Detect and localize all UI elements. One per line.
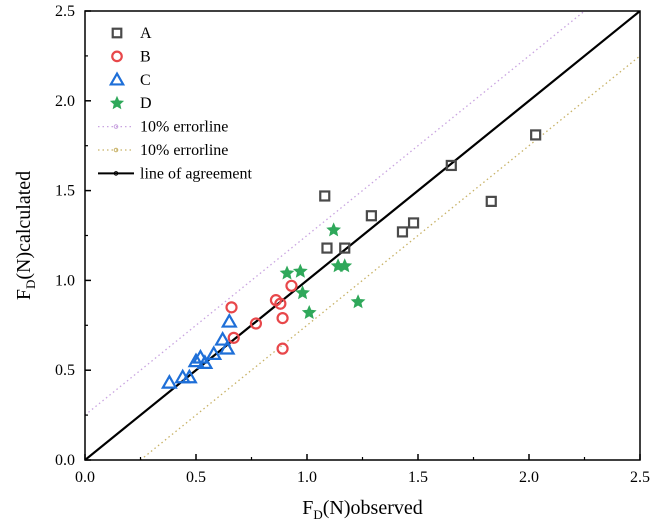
legend-line-dot xyxy=(113,171,119,176)
point-b-2 xyxy=(249,317,263,330)
x-tick-label: 1.5 xyxy=(408,469,428,486)
upper-reference-line xyxy=(85,11,586,416)
x-axis-label-main: F xyxy=(302,497,313,519)
y-axis-label-rest: (N)calculated xyxy=(13,171,35,280)
legend-label-b: B xyxy=(140,48,151,65)
legend-label-upper: 10% errorline xyxy=(140,119,228,136)
point-d-3 xyxy=(301,304,317,320)
point-c-3 xyxy=(187,352,205,368)
x-tick-label: 0.0 xyxy=(75,469,95,486)
y-tick-label: 1.0 xyxy=(55,272,75,289)
y-axis-label: FD(N)calculated xyxy=(13,171,38,300)
legend-label-c: C xyxy=(140,72,151,89)
legend-label-a: A xyxy=(140,25,152,42)
legend-label-d: D xyxy=(140,95,152,112)
point-a-2 xyxy=(339,242,351,254)
point-d-6 xyxy=(337,258,353,273)
point-a-0 xyxy=(319,190,331,202)
data-markers xyxy=(160,129,542,389)
point-c-2 xyxy=(180,368,198,384)
y-axis-label-main: F xyxy=(13,289,35,300)
point-b-5 xyxy=(276,312,289,325)
point-c-5 xyxy=(196,354,214,369)
point-c-7 xyxy=(214,330,232,346)
y-tick-label: 2.0 xyxy=(55,93,75,110)
point-a-7 xyxy=(485,195,497,207)
legend-marker-a xyxy=(111,27,123,39)
point-b-7 xyxy=(285,279,298,292)
x-tick-label: 0.5 xyxy=(186,469,206,486)
x-axis-label-rest: (N)observed xyxy=(323,497,423,519)
agreement-reference-line xyxy=(85,11,640,460)
y-axis-label-sub: D xyxy=(23,280,38,289)
legend-marker-b xyxy=(111,50,123,63)
point-c-0 xyxy=(160,374,178,389)
point-d-0 xyxy=(279,265,295,280)
y-tick-label: 0.0 xyxy=(55,452,75,469)
point-a-4 xyxy=(396,226,409,238)
axes: 0.0 0.5 1.0 1.5 2.0 2.5 0.0 0.5 1.0 1.5 2.0 2.5 xyxy=(55,3,650,486)
legend-label-lower: 10% errorline xyxy=(140,142,228,159)
legend-line-dot xyxy=(113,147,119,153)
point-c-6 xyxy=(205,345,223,361)
point-a-5 xyxy=(407,217,420,229)
legend-line-dot xyxy=(113,124,119,129)
x-tick-label: 1.0 xyxy=(297,469,317,486)
x-axis-label-sub: D xyxy=(313,507,322,522)
point-d-1 xyxy=(292,263,308,278)
point-c-8 xyxy=(218,339,236,355)
y-tick-label: 2.5 xyxy=(55,3,75,20)
y-tick-label: 0.5 xyxy=(55,362,75,379)
point-a-8 xyxy=(530,129,542,141)
lower-reference-line xyxy=(140,55,640,460)
point-c-9 xyxy=(220,312,238,328)
legend-marker-c xyxy=(108,71,126,86)
point-a-3 xyxy=(365,210,377,222)
point-d-7 xyxy=(350,294,366,309)
x-axis-label: FD(N)observed xyxy=(302,497,422,522)
point-b-6 xyxy=(276,342,289,355)
legend-label-agreement: line of agreement xyxy=(140,165,253,182)
point-d-4 xyxy=(326,222,342,237)
reference-lines xyxy=(85,11,640,460)
x-tick-label: 2.0 xyxy=(519,469,539,486)
point-a-1 xyxy=(321,242,333,254)
y-tick-label: 1.5 xyxy=(55,183,75,200)
point-b-0 xyxy=(225,301,238,314)
x-tick-label: 2.5 xyxy=(630,469,650,486)
point-b-4 xyxy=(274,297,287,310)
legend-marker-d xyxy=(109,95,125,110)
point-b-1 xyxy=(227,331,240,344)
point-a-6 xyxy=(445,159,457,172)
point-d-2 xyxy=(295,285,310,300)
